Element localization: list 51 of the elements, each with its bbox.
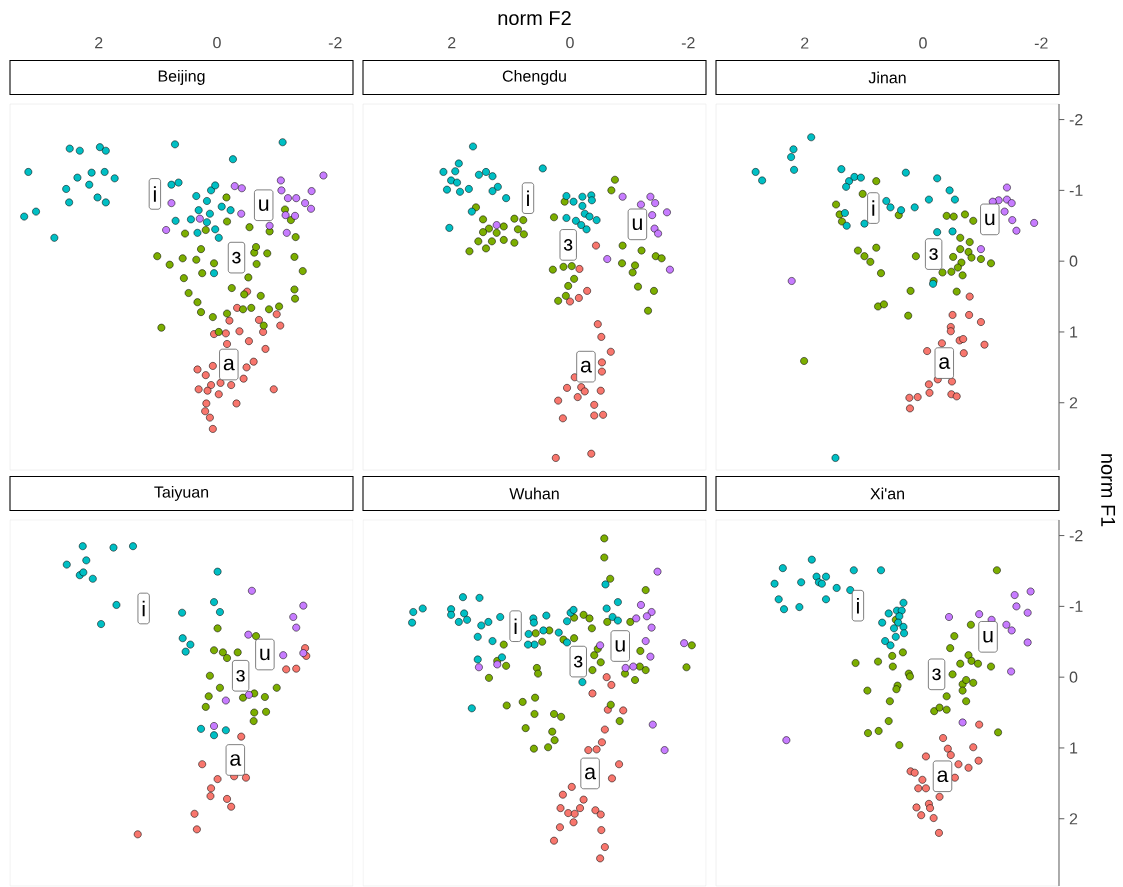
- annotation: u: [260, 648, 270, 661]
- chart-title: Jinan: [868, 71, 906, 84]
- y-tick-label: 2: [1069, 397, 1078, 409]
- annotation: i: [872, 200, 875, 216]
- chart-title: Beijing: [158, 70, 205, 85]
- x-tick-label: 2: [448, 37, 456, 49]
- x-tick-label: 2: [95, 37, 103, 49]
- x-tick-label: -2: [1034, 37, 1048, 49]
- annotation: ɜ: [932, 668, 941, 681]
- chart-title: Taiyuan: [154, 486, 209, 501]
- annotation: i: [514, 618, 517, 634]
- annotation: ɜ: [929, 248, 938, 260]
- x-tick-label: 0: [566, 36, 574, 49]
- annotation: a: [580, 360, 592, 373]
- annotation: i: [856, 597, 859, 614]
- annotation: a: [230, 754, 242, 766]
- annotation: i: [142, 600, 145, 617]
- annotation: i: [527, 190, 529, 206]
- annotation: a: [939, 357, 951, 369]
- chart-title: Xi'an: [870, 487, 904, 500]
- x-tick-label: 2: [801, 37, 809, 49]
- y-tick-label: 1: [1070, 326, 1078, 338]
- x-tick-label: -2: [681, 37, 695, 49]
- y-tick-label: -2: [1069, 529, 1083, 542]
- annotation: u: [259, 199, 269, 211]
- x-axis-title: norm F2: [498, 10, 571, 26]
- annotation: u: [615, 640, 625, 652]
- chart-title: Chengdu: [502, 70, 566, 85]
- annotation: u: [985, 213, 995, 226]
- annotation: a: [937, 770, 949, 783]
- annotation: i: [153, 186, 156, 202]
- chart-title: Wuhan: [509, 487, 559, 500]
- annotation: a: [585, 767, 597, 780]
- y-tick-label: -1: [1069, 600, 1083, 612]
- y-tick-label: 0: [1069, 255, 1078, 267]
- annotation: ɜ: [232, 251, 241, 264]
- y-tick-label: -2: [1069, 113, 1083, 126]
- x-tick-label: -2: [328, 37, 342, 49]
- y-tick-label: 2: [1069, 813, 1078, 825]
- annotation: a: [223, 358, 235, 371]
- annotation: u: [632, 218, 642, 231]
- y-tick-label: -1: [1069, 184, 1083, 196]
- y-tick-label: 0: [1069, 671, 1078, 683]
- annotation: ɜ: [236, 669, 245, 682]
- annotation: ɜ: [563, 239, 573, 251]
- annotation: u: [983, 631, 993, 643]
- annotation: ɜ: [573, 655, 583, 668]
- x-tick-label: 0: [919, 37, 927, 49]
- y-tick-label: 1: [1070, 742, 1078, 754]
- y-axis-title: norm F1: [1101, 454, 1116, 527]
- x-tick-label: 0: [213, 36, 221, 49]
